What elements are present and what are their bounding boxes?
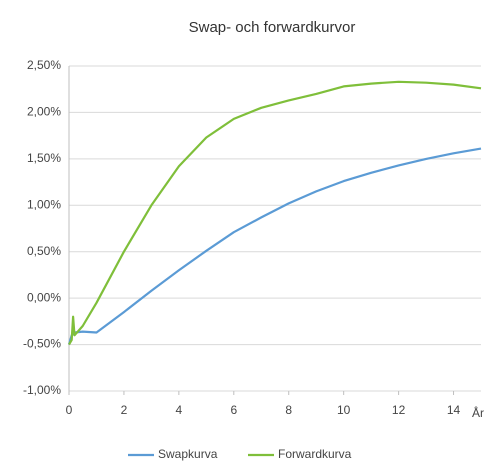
legend-label: Swapkurva xyxy=(158,447,218,461)
y-tick-label: 0,50% xyxy=(27,244,61,258)
x-tick-label: 12 xyxy=(392,403,406,417)
y-tick-label: 2,50% xyxy=(27,58,61,72)
x-tick-label: 6 xyxy=(230,403,237,417)
y-tick-label: 2,00% xyxy=(27,105,61,119)
y-tick-label: 1,00% xyxy=(27,197,61,211)
line-series xyxy=(68,80,482,346)
y-tick-label: 0,00% xyxy=(27,290,61,304)
chart-title: Swap- och forwardkurvor xyxy=(189,19,356,36)
x-axis-label: År xyxy=(472,405,484,420)
x-tick-label: 14 xyxy=(447,403,461,417)
y-tick-label: -1,00% xyxy=(23,383,61,397)
x-tick-label: 0 xyxy=(66,403,73,417)
legend-label: Forwardkurva xyxy=(278,447,352,461)
x-tick-label: 10 xyxy=(337,403,351,417)
x-tick-label: 8 xyxy=(285,403,292,417)
y-tick-label: 1,50% xyxy=(27,151,61,165)
line-series xyxy=(67,147,482,345)
y-tick-label: -0,50% xyxy=(23,337,61,351)
x-tick-label: 4 xyxy=(176,403,183,417)
x-tick-label: 2 xyxy=(121,403,128,417)
